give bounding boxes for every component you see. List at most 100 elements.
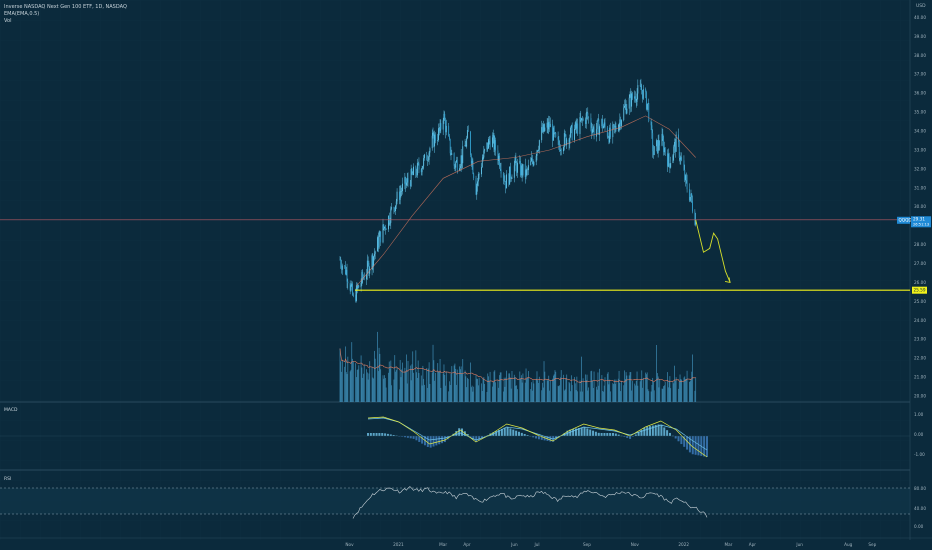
volume-bar — [472, 391, 474, 402]
price-candles — [339, 78, 697, 303]
volume-bar — [587, 390, 589, 402]
time-tick-label: 2022 — [678, 542, 689, 547]
volume-bar — [394, 355, 396, 402]
candle-body — [531, 157, 532, 162]
macd-histogram-bar — [606, 433, 609, 436]
volume-bar — [428, 362, 430, 402]
volume-bar — [651, 384, 653, 402]
rsi-pane-label[interactable]: RSI — [4, 476, 11, 482]
volume-bar — [525, 368, 527, 402]
macd-histogram-bar — [537, 436, 540, 440]
volume-bar — [356, 377, 357, 402]
macd-histogram-bar — [480, 436, 483, 439]
macd-histogram-bar — [443, 436, 446, 443]
volume-bar — [601, 375, 603, 402]
candle-body — [667, 153, 668, 167]
candle-body — [630, 94, 632, 107]
volume-bar — [609, 379, 611, 402]
macd-pane-label[interactable]: MACD — [4, 407, 18, 413]
candle-body — [345, 270, 347, 275]
volume-bar — [427, 368, 429, 402]
volume-bar — [624, 370, 625, 402]
volume-bar — [444, 375, 446, 402]
volume-bar — [538, 376, 540, 402]
volume-bar — [477, 378, 478, 402]
volume-bar — [400, 377, 402, 402]
candle-body — [482, 157, 484, 161]
candle-body — [355, 285, 357, 301]
candle-body — [429, 148, 431, 153]
volume-bar — [543, 361, 545, 402]
candle-body — [653, 146, 655, 155]
volume-legend[interactable]: Vol — [4, 18, 12, 24]
macd-histogram-bar — [475, 436, 478, 442]
candle-body — [623, 107, 625, 121]
macd-histogram-bar — [643, 427, 646, 436]
candle-body — [673, 146, 675, 156]
candle-body — [502, 173, 504, 178]
price-axis[interactable]: 40.00 39.00 38.00 37.00 36.00 35.00 34.00 33.00… — [914, 15, 926, 399]
volume-bar — [631, 390, 632, 402]
rsi-line — [352, 486, 708, 519]
macd-histogram-bar — [406, 436, 409, 438]
volume-bar — [366, 372, 368, 402]
candle-body — [595, 129, 597, 137]
volume-bar — [442, 373, 444, 402]
volume-bar — [413, 372, 414, 402]
chart-title[interactable]: Inverse NASDAQ Next Gen 100 ETF, 1D, NAS… — [4, 4, 127, 10]
indicator-legend[interactable]: EMA(EMA,0.5) — [4, 11, 40, 17]
candle-body — [625, 104, 627, 114]
candle-body — [428, 152, 430, 160]
volume-bar — [542, 387, 544, 402]
volume-bar — [549, 380, 551, 402]
volume-bar — [695, 377, 697, 402]
candle-body — [603, 122, 605, 127]
time-tick-label: Sep — [583, 542, 591, 547]
volume-bar — [513, 374, 515, 402]
candle-body — [593, 127, 595, 137]
support-price-label: 25.59 — [914, 288, 926, 293]
volume-bar — [510, 377, 511, 402]
arrow-head-icon — [724, 277, 731, 284]
volume-bar — [626, 375, 628, 402]
volume-bar — [554, 370, 556, 402]
candle-body — [565, 134, 567, 146]
time-axis[interactable]: Nov 2021 Mar Apr Jun Jul Sep Nov 2022 Mar Apr Jun Au… — [345, 542, 876, 547]
candle-body — [349, 283, 351, 291]
candle-body — [520, 165, 522, 176]
candle-body — [346, 270, 348, 282]
candle-body — [388, 215, 389, 230]
price-tick-label: 36.00 — [914, 91, 926, 96]
volume-bar — [373, 350, 375, 402]
volume-bar — [445, 371, 447, 402]
volume-bar — [621, 380, 622, 402]
candle-body — [374, 251, 376, 254]
volume-bar — [588, 387, 589, 402]
volume-bar — [646, 374, 647, 402]
volume-bar — [406, 383, 408, 402]
macd-histogram-bar — [446, 436, 449, 440]
candle-body — [513, 165, 515, 178]
macd-histogram-bar — [586, 428, 589, 436]
volume-bar — [356, 369, 358, 402]
volume-bar — [603, 385, 605, 402]
price-tick-label: 27.00 — [914, 261, 926, 266]
current-price-label: 29.31 — [913, 217, 925, 222]
volume-bar — [662, 388, 664, 402]
volume-bar — [683, 377, 685, 402]
candle-body — [416, 173, 418, 176]
volume-bar — [404, 367, 406, 402]
volume-bar — [576, 376, 578, 402]
volume-bar — [524, 382, 526, 402]
candle-body — [406, 178, 408, 183]
candle-body — [445, 120, 446, 133]
volume-bar — [547, 380, 549, 402]
volume-bar — [694, 390, 696, 402]
volume-bar — [581, 356, 582, 402]
volume-bar — [465, 376, 467, 402]
projection-arrow-path[interactable] — [695, 219, 731, 283]
macd-histogram-bar — [674, 436, 677, 439]
candle-body — [559, 145, 561, 151]
candle-body — [394, 208, 396, 211]
